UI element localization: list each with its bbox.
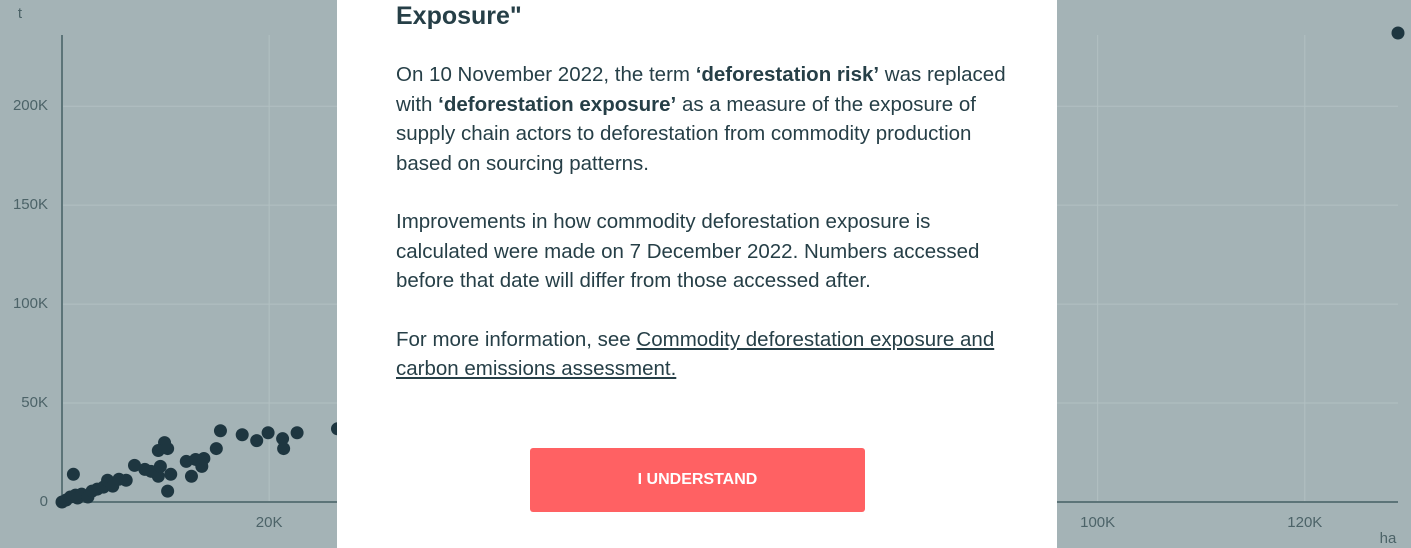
x-tick-label: 100K: [1080, 514, 1115, 531]
point: [164, 467, 178, 481]
point: [213, 424, 227, 438]
modal-title: Exposure": [396, 2, 522, 30]
modal-body: On 10 November 2022, the term ‘deforesta…: [396, 60, 1011, 413]
point: [261, 426, 275, 440]
bold-text: ‘deforestation exposure’: [438, 92, 677, 116]
y-tick-label: 0: [40, 493, 48, 510]
text: For more information, see: [396, 327, 637, 351]
paragraph: Improvements in how commodity deforestat…: [396, 210, 980, 292]
x-tick-label: 20K: [256, 514, 283, 531]
understand-button[interactable]: I UNDERSTAND: [530, 448, 865, 512]
text: as a measure of the exposure of supply c…: [396, 92, 976, 175]
point: [161, 442, 175, 456]
paragraph: On 10 November 2022, the term ‘deforesta…: [396, 60, 1011, 178]
point: [276, 432, 290, 446]
y-axis-label: t: [18, 5, 23, 22]
bold-text: ‘deforestation risk’: [695, 63, 880, 86]
point: [184, 469, 198, 483]
point: [290, 426, 304, 440]
point: [1391, 26, 1405, 40]
point: [250, 434, 264, 448]
paragraph: For more information, see Commodity defo…: [396, 325, 1011, 384]
link[interactable]: Commodity deforestation exposure and car…: [396, 327, 995, 381]
point: [153, 459, 167, 473]
text: was replaced with: [396, 63, 1006, 116]
text: On 10 November 2022, the term: [396, 63, 696, 86]
point: [127, 458, 141, 472]
y-tick-label: 100K: [13, 295, 48, 312]
point: [66, 467, 80, 481]
y-tick-label: 50K: [21, 394, 48, 411]
point: [151, 469, 165, 483]
point: [197, 451, 211, 465]
y-tick-label: 200K: [13, 97, 48, 114]
x-axis-label: ha: [1380, 530, 1397, 547]
modal: Exposure" On 10 November 2022, the term …: [337, 0, 1057, 548]
y-tick-label: 150K: [13, 196, 48, 213]
point: [119, 473, 133, 487]
point: [235, 428, 249, 442]
x-tick-label: 120K: [1287, 514, 1322, 531]
point: [209, 442, 223, 456]
point: [277, 442, 291, 456]
point: [161, 484, 175, 498]
